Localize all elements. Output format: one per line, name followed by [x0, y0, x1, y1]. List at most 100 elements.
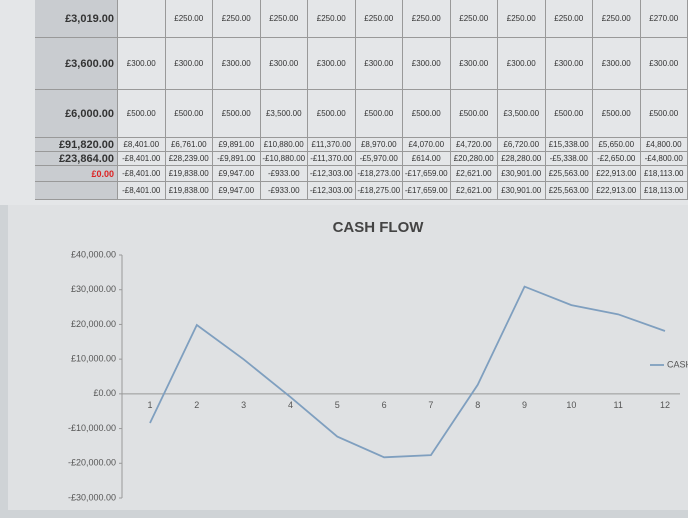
cell: £6,761.00: [166, 138, 214, 152]
cell: £22,913.00: [593, 166, 641, 182]
cell: £270.00: [641, 0, 688, 38]
row-label: £91,820.00: [35, 138, 118, 152]
cell: £500.00: [403, 90, 451, 138]
x-tick-label: 11: [614, 400, 623, 410]
cell: -£12,303.00: [308, 182, 356, 200]
cell: £250.00: [451, 0, 499, 38]
x-tick-label: 12: [660, 400, 670, 410]
cell: -£2,650.00: [593, 152, 641, 166]
cell: £250.00: [166, 0, 214, 38]
x-tick-label: 8: [475, 400, 480, 410]
y-tick-label: -£30,000.00: [68, 492, 116, 502]
cell: -£8,401.00: [118, 152, 166, 166]
cell: £500.00: [641, 90, 688, 138]
cell: £9,891.00: [213, 138, 261, 152]
cell: £11,370.00: [308, 138, 356, 152]
cell: £9,947.00: [213, 182, 261, 200]
y-tick-label: £30,000.00: [71, 284, 116, 294]
cell: £20,280.00: [451, 152, 499, 166]
cell: £300.00: [498, 38, 546, 90]
cell: £250.00: [498, 0, 546, 38]
cell: £30,901.00: [498, 182, 546, 200]
cell: £500.00: [166, 90, 214, 138]
row-label: £23,864.00: [35, 152, 118, 166]
cell: £8,401.00: [118, 138, 166, 152]
cell: -£933.00: [261, 166, 309, 182]
cell: £18,113.00: [641, 182, 688, 200]
y-tick-label: -£20,000.00: [68, 458, 116, 468]
cell: £500.00: [356, 90, 404, 138]
cell: £614.00: [403, 152, 451, 166]
x-tick-label: 1: [147, 400, 152, 410]
cell: £300.00: [546, 38, 594, 90]
cell: £500.00: [213, 90, 261, 138]
cell: £300.00: [213, 38, 261, 90]
cell: £300.00: [166, 38, 214, 90]
cell: -£8,401.00: [118, 166, 166, 182]
cell: £22,913.00: [593, 182, 641, 200]
cell: £19,838.00: [166, 182, 214, 200]
cell: £250.00: [213, 0, 261, 38]
cell: £25,563.00: [546, 182, 594, 200]
cell: £4,070.00: [403, 138, 451, 152]
spreadsheet: £3,019.00£250.00£250.00£250.00£250.00£25…: [0, 0, 688, 205]
cell: £300.00: [641, 38, 688, 90]
cell: £250.00: [593, 0, 641, 38]
cell: £500.00: [451, 90, 499, 138]
row-label: £3,019.00: [35, 0, 118, 38]
cell: £300.00: [308, 38, 356, 90]
y-tick-label: £20,000.00: [71, 319, 116, 329]
x-tick-label: 10: [566, 400, 576, 410]
cell: £9,947.00: [213, 166, 261, 182]
row-label: [35, 182, 118, 200]
cell: -£18,273.00: [356, 166, 404, 182]
x-tick-label: 3: [241, 400, 246, 410]
page: £3,019.00£250.00£250.00£250.00£250.00£25…: [0, 0, 688, 518]
cell: £28,280.00: [498, 152, 546, 166]
cell: £500.00: [118, 90, 166, 138]
cell: £300.00: [451, 38, 499, 90]
cell: £300.00: [356, 38, 404, 90]
cell: £300.00: [403, 38, 451, 90]
cell: £300.00: [593, 38, 641, 90]
cell: £4,800.00: [641, 138, 688, 152]
x-tick-label: 4: [288, 400, 293, 410]
x-tick-label: 7: [428, 400, 433, 410]
cell: -£10,880.00: [261, 152, 309, 166]
cell: £15,338.00: [546, 138, 594, 152]
cell: £5,650.00: [593, 138, 641, 152]
cell: £3,500.00: [261, 90, 309, 138]
cell: £2,621.00: [451, 182, 499, 200]
cell: [118, 0, 166, 38]
cell: -£11,370.00: [308, 152, 356, 166]
cell: £28,239.00: [166, 152, 214, 166]
cell: -£9,891.00: [213, 152, 261, 166]
cell: -£5,338.00: [546, 152, 594, 166]
cell: £500.00: [546, 90, 594, 138]
cell: £30,901.00: [498, 166, 546, 182]
x-tick-label: 9: [522, 400, 527, 410]
x-tick-label: 6: [382, 400, 387, 410]
cell: -£4,800.00: [641, 152, 688, 166]
row-label: £0.00: [35, 166, 118, 182]
cell: £300.00: [261, 38, 309, 90]
y-tick-label: £10,000.00: [71, 354, 116, 364]
legend-label: CASH: [667, 359, 688, 369]
y-tick-label: -£10,000.00: [68, 423, 116, 433]
cell: -£8,401.00: [118, 182, 166, 200]
cell: £250.00: [403, 0, 451, 38]
cell: £19,838.00: [166, 166, 214, 182]
cell: £6,720.00: [498, 138, 546, 152]
cell: -£17,659.00: [403, 182, 451, 200]
y-tick-label: £40,000.00: [71, 249, 116, 259]
x-tick-label: 5: [335, 400, 340, 410]
x-tick-label: 2: [194, 400, 199, 410]
cell: £18,113.00: [641, 166, 688, 182]
cell: £250.00: [261, 0, 309, 38]
cell: £2,621.00: [451, 166, 499, 182]
cell: £300.00: [118, 38, 166, 90]
cell: £250.00: [308, 0, 356, 38]
y-tick-label: £0.00: [93, 388, 116, 398]
cell: -£18,275.00: [356, 182, 404, 200]
cell: -£17,659.00: [403, 166, 451, 182]
